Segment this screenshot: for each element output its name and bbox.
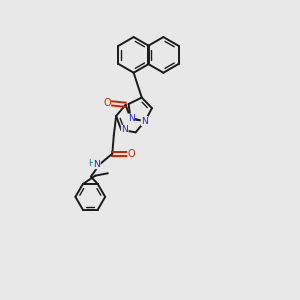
Text: N: N (94, 160, 100, 169)
Text: O: O (128, 149, 135, 159)
Text: N: N (141, 117, 148, 126)
Text: N: N (122, 125, 128, 134)
Text: O: O (103, 98, 111, 108)
Text: H: H (88, 159, 95, 168)
Text: N: N (128, 114, 135, 123)
